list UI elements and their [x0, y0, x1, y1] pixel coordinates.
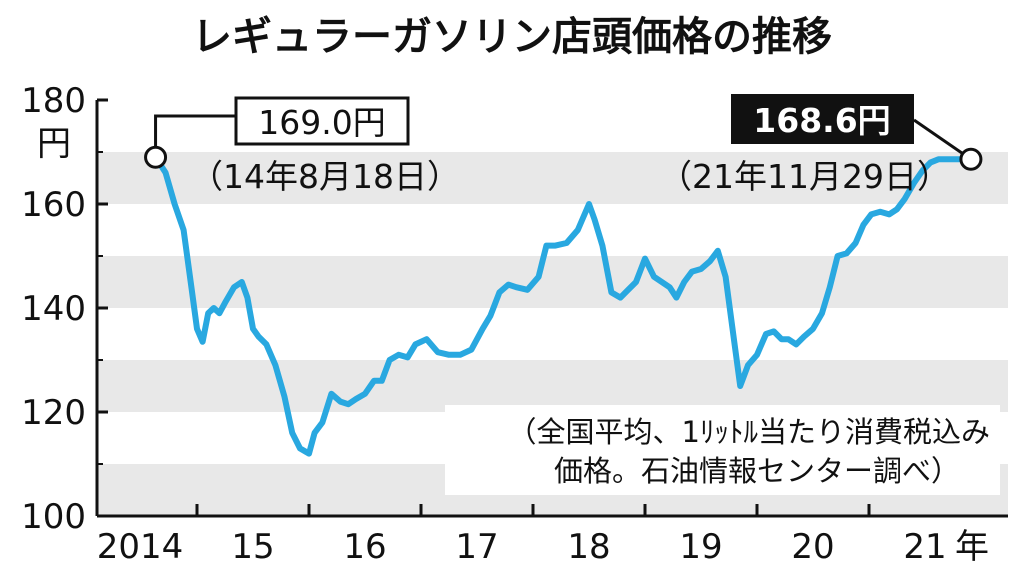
x-tick-label: 16: [343, 527, 386, 567]
source-note-line-2: 価格。石油情報センター調べ）: [554, 454, 960, 488]
callout-leader-end: [913, 118, 972, 161]
grid-band: [97, 256, 1008, 308]
callout-leader-start: [154, 114, 236, 158]
chart-title: レギュラーガソリン店頭価格の推移: [192, 14, 832, 60]
x-tick-label: 15: [231, 527, 274, 567]
x-tick-label: 18: [567, 527, 610, 567]
price-series-line: [152, 154, 974, 457]
source-note-line-1: （全国平均、1ﾘｯﾄﾙ当たり消費税込み: [508, 415, 990, 449]
callout-date-end: （21年11月29日）: [659, 157, 950, 196]
callout-date-start: （14年8月18日）: [190, 157, 460, 196]
callout-annotations: 169.0円 （14年8月18日） 168.6円 （21年11月29日）: [144, 94, 983, 196]
point-marker-end: [959, 147, 983, 171]
x-tick-label: 20: [791, 527, 834, 567]
point-marker-start: [144, 145, 168, 169]
price-line-group: [152, 154, 974, 457]
y-axis-unit-label: 円: [37, 124, 71, 164]
y-tick-label: 180: [21, 81, 86, 121]
x-tick-label: 2014: [97, 527, 184, 567]
x-tick-label: 17: [455, 527, 498, 567]
y-tick-label: 100: [21, 497, 86, 537]
callout-box-end: [731, 94, 914, 144]
x-axis-ticks: 2014 15 16 17 18 19 20 21: [97, 504, 947, 567]
callout-value-end: 168.6円: [753, 101, 890, 140]
note-background: [445, 405, 1000, 495]
grid-band: [97, 360, 1008, 412]
callout-value-start: 169.0円: [258, 103, 385, 142]
x-tick-label: 19: [679, 527, 722, 567]
x-axis-unit-label: 年: [955, 527, 989, 567]
y-tick-label: 140: [21, 289, 86, 329]
callout-box-start: [234, 96, 410, 146]
grid-band: [97, 152, 1008, 204]
y-axis-ticks: 100 120 140 160 180: [21, 81, 108, 537]
y-tick-label: 120: [21, 393, 86, 433]
x-tick-label: 21: [903, 527, 946, 567]
y-tick-label: 160: [21, 185, 86, 225]
